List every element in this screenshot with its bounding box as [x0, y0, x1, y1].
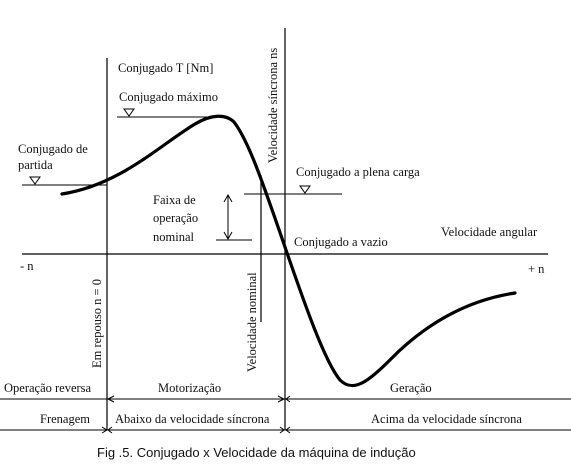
operating-band-arrow [223, 193, 233, 241]
region-arrows-row2 [101, 426, 291, 434]
operating-band-label-2: operação [153, 211, 198, 225]
torque-speed-curve [60, 114, 517, 388]
x-axis-label: Velocidade angular [441, 225, 538, 239]
region-below-sync: Abaixo da velocidade síncrona [115, 412, 270, 426]
x-pos-label: + n [528, 262, 545, 276]
region-generation: Geração [390, 381, 432, 395]
starting-torque-label-1: Conjugado de [18, 142, 88, 156]
region-reverse-operation: Operação reversa [4, 381, 92, 395]
region-above-sync: Acima da velocidade síncrona [371, 412, 522, 426]
y-axis-label: Conjugado T [Nm] [118, 61, 213, 75]
full-load-label: Conjugado a plena carga [296, 165, 420, 179]
full-load-marker [299, 185, 311, 194]
sync-speed-label: Velocidade síncrona ns [266, 48, 280, 163]
max-torque-label: Conjugado máximo [119, 90, 218, 104]
nominal-speed-label: Velocidade nominal [245, 272, 259, 372]
figure-caption: Fig .5. Conjugado x Velocidade da máquin… [97, 445, 416, 460]
region-braking: Frenagem [40, 412, 90, 426]
x-neg-label: - n [20, 259, 34, 273]
region-motoring: Motorização [158, 381, 221, 395]
starting-torque-marker [29, 176, 41, 185]
operating-band-label-3: nominal [153, 230, 194, 244]
no-load-label: Conjugado a vazio [294, 235, 388, 249]
starting-torque-label-2: partida [18, 158, 53, 172]
operating-band-label-1: Faixa de [153, 193, 196, 207]
rest-label: Em repouso n = 0 [90, 279, 104, 368]
region-arrows-row1 [106, 395, 291, 403]
max-torque-marker [123, 108, 135, 117]
